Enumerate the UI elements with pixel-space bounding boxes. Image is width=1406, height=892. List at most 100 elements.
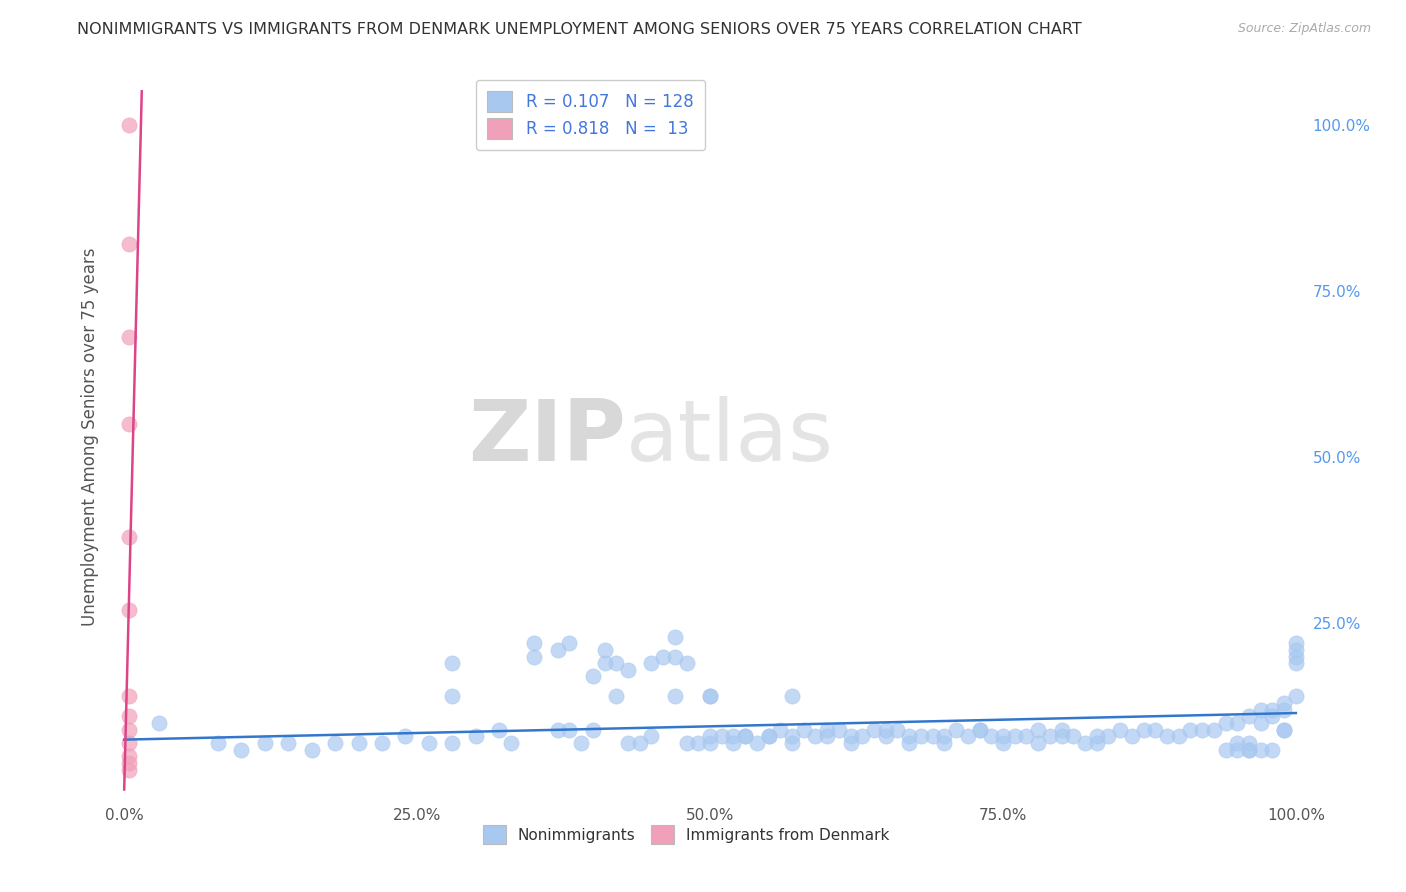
Point (1062, 729, 1084, 743)
Point (640, 729, 662, 743)
Point (1261, 742, 1284, 756)
Point (1261, 709, 1284, 723)
Point (945, 723, 967, 737)
Point (605, 690, 627, 704)
Point (617, 736, 640, 750)
Point (1015, 729, 1038, 743)
Point (118, 723, 141, 737)
Point (1180, 723, 1202, 737)
Point (1272, 703, 1295, 717)
Point (593, 643, 616, 657)
Point (664, 649, 686, 664)
Point (118, 749, 141, 764)
Point (1132, 723, 1154, 737)
Point (118, 237, 141, 252)
Point (1272, 723, 1295, 737)
Point (1050, 729, 1073, 743)
Point (1237, 742, 1260, 756)
Point (875, 723, 897, 737)
Point (394, 729, 416, 743)
Point (1285, 636, 1308, 650)
Point (1191, 723, 1213, 737)
Point (523, 636, 546, 650)
Point (464, 729, 486, 743)
Point (1202, 723, 1225, 737)
Point (1215, 742, 1237, 756)
Point (1250, 703, 1272, 717)
Point (804, 729, 827, 743)
Point (734, 729, 756, 743)
Point (118, 417, 141, 431)
Point (547, 643, 569, 657)
Point (441, 736, 464, 750)
Point (1226, 716, 1249, 731)
Point (441, 690, 464, 704)
Point (1250, 716, 1272, 731)
Point (1237, 709, 1260, 723)
Point (699, 736, 721, 750)
Point (1250, 742, 1272, 756)
Point (1167, 729, 1189, 743)
Point (1215, 716, 1237, 731)
Point (898, 729, 921, 743)
Point (1085, 736, 1108, 750)
Point (699, 690, 721, 704)
Point (488, 723, 510, 737)
Point (441, 656, 464, 670)
Point (886, 723, 908, 737)
Point (118, 118, 141, 132)
Point (1050, 723, 1073, 737)
Point (699, 690, 721, 704)
Point (547, 723, 569, 737)
Point (628, 736, 651, 750)
Point (558, 723, 581, 737)
Point (839, 729, 862, 743)
Point (745, 736, 768, 750)
Point (934, 736, 956, 750)
Point (499, 736, 522, 750)
Point (1285, 690, 1308, 704)
Point (675, 656, 697, 670)
Point (347, 736, 370, 750)
Point (1039, 729, 1062, 743)
Point (207, 736, 229, 750)
Point (991, 736, 1014, 750)
Point (1026, 723, 1049, 737)
Point (664, 630, 686, 644)
Point (839, 736, 862, 750)
Point (1097, 729, 1119, 743)
Point (699, 729, 721, 743)
Point (118, 530, 141, 544)
Point (277, 736, 299, 750)
Point (758, 729, 780, 743)
Point (1074, 736, 1097, 750)
Point (1237, 742, 1260, 756)
Point (934, 729, 956, 743)
Point (1285, 656, 1308, 670)
Text: ZIP: ZIP (468, 395, 627, 479)
Point (898, 736, 921, 750)
Point (815, 729, 838, 743)
Point (969, 723, 991, 737)
Point (231, 742, 253, 756)
Point (675, 736, 697, 750)
Point (1026, 736, 1049, 750)
Point (710, 729, 733, 743)
Point (815, 723, 838, 737)
Point (1226, 736, 1249, 750)
Text: NONIMMIGRANTS VS IMMIGRANTS FROM DENMARK UNEMPLOYMENT AMONG SENIORS OVER 75 YEAR: NONIMMIGRANTS VS IMMIGRANTS FROM DENMARK… (77, 22, 1083, 37)
Point (1272, 723, 1295, 737)
Point (118, 763, 141, 777)
Point (780, 729, 803, 743)
Point (991, 729, 1014, 743)
Point (605, 656, 627, 670)
Point (371, 736, 394, 750)
Point (118, 690, 141, 704)
Point (569, 736, 592, 750)
Point (582, 723, 605, 737)
Point (969, 723, 991, 737)
Point (1144, 723, 1167, 737)
Point (734, 729, 756, 743)
Y-axis label: Unemployment Among Seniors over 75 years: Unemployment Among Seniors over 75 years (80, 248, 98, 626)
Point (118, 756, 141, 770)
